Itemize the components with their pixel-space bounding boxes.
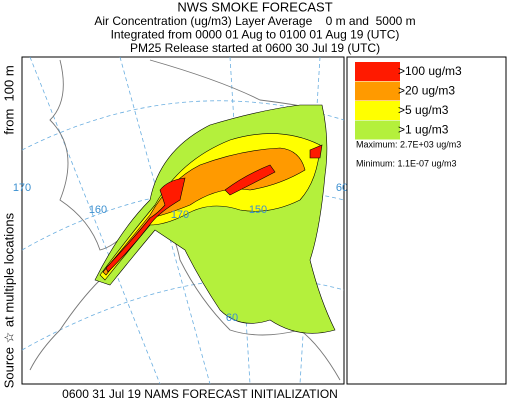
legend: >100 ug/m3 >20 ug/m3 >5 ug/m3 >1 ug/m3 Maxim… <box>355 62 462 168</box>
grid-label: 60 <box>336 182 348 194</box>
legend-label: >20 ug/m3 <box>398 84 455 98</box>
legend-swatch <box>355 120 400 140</box>
grid-label: 170 <box>171 209 189 221</box>
grid-label: 150 <box>249 204 267 216</box>
side-label: at multiple locations <box>1 212 16 327</box>
side-label: Source ☆ <box>1 332 16 388</box>
header-line: Air Concentration (ug/m3) Layer Average … <box>94 14 415 28</box>
legend-swatch <box>355 101 400 120</box>
title: NWS SMOKE FORECAST <box>177 0 332 14</box>
side-labels: Source ☆ at multiple locations from 100 m <box>1 65 16 388</box>
header-line: Integrated from 0000 01 Aug to 0100 01 A… <box>111 28 400 42</box>
map: 170 160 170 150 60 60 <box>13 56 348 385</box>
side-label: from 100 m <box>1 65 16 134</box>
header-line: PM25 Release started at 0600 30 Jul 19 (… <box>130 41 380 55</box>
header-lines: Air Concentration (ug/m3) Layer Average … <box>94 14 415 55</box>
footer: 0600 31 Jul 19 NAMS FORECAST INITIALIZAT… <box>62 387 338 401</box>
grid-label: 160 <box>89 204 107 216</box>
legend-label: >1 ug/m3 <box>398 123 449 137</box>
legend-swatch <box>355 81 400 101</box>
legend-label: >5 ug/m3 <box>398 103 449 117</box>
legend-label: >100 ug/m3 <box>398 64 462 78</box>
smoke-contours <box>94 104 336 334</box>
minimum: Minimum: 1.1E-07 ug/m3 <box>356 158 457 168</box>
grid-label: 60 <box>226 312 238 324</box>
maximum: Maximum: 2.7E+03 ug/m3 <box>356 139 461 149</box>
grid-label: 170 <box>13 182 31 194</box>
legend-swatch <box>355 62 400 81</box>
